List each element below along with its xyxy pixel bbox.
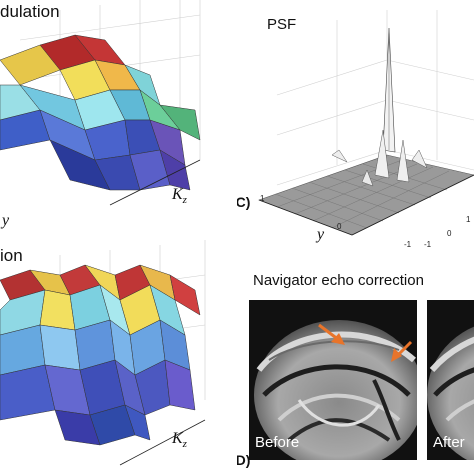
panel-a-title-fragment: dulation <box>0 2 60 21</box>
after-image: After <box>427 300 474 460</box>
panel-c-label: (C) <box>237 194 251 210</box>
panel-c-tick: 0 <box>447 229 452 238</box>
psf-side-lobe <box>374 129 390 179</box>
panel-a-kz-main: K <box>172 186 183 203</box>
panel-c-tick: -1 <box>404 240 412 249</box>
before-image: Before <box>249 300 417 460</box>
panel-c: PSF (C) y 1 0 -1 -1 0 1 <box>237 0 474 262</box>
before-brain-scan <box>254 320 417 460</box>
panel-b-kz-sub: z <box>182 438 187 451</box>
panel-b-title-fragment: ion <box>0 246 23 265</box>
psf-side-lobe <box>411 149 428 169</box>
panel-d-title: Navigator echo correction <box>253 272 424 289</box>
before-label: Before <box>255 434 300 451</box>
psf-side-lobe <box>331 149 348 163</box>
panel-c-y-axis-label: y <box>317 226 325 243</box>
psf-base-mesh <box>258 154 474 236</box>
panel-c-tick: 0 <box>337 222 342 231</box>
panel-c-tick: 1 <box>466 215 471 224</box>
panel-b-kz-main: K <box>172 430 183 447</box>
panel-a-kz-label: Kz <box>172 186 187 206</box>
panel-a: dulation Kz y <box>0 0 235 235</box>
psf-surface-plot <box>258 10 474 236</box>
psf-side-lobe <box>361 169 374 187</box>
panel-a-kz-sub: z <box>182 194 187 207</box>
panel-a-surface-plot <box>0 0 201 206</box>
panel-d-label: (D) <box>237 452 251 468</box>
artifact-arrow <box>318 323 345 345</box>
panel-b-surface-plot <box>0 240 206 466</box>
after-label: After <box>433 434 465 451</box>
panel-c-title: PSF <box>267 16 297 33</box>
psf-side-lobe <box>396 139 410 183</box>
artifact-arrow <box>391 340 413 362</box>
after-brain-scan <box>427 326 474 460</box>
panel-c-tick: -1 <box>424 240 432 249</box>
panel-a-ky-fragment: y <box>2 212 10 229</box>
panel-b-kz-label: Kz <box>172 430 187 450</box>
panel-d: Navigator echo correction <box>237 262 474 474</box>
panel-c-tick: 1 <box>260 194 265 203</box>
panel-b: ion Kz <box>0 240 235 474</box>
